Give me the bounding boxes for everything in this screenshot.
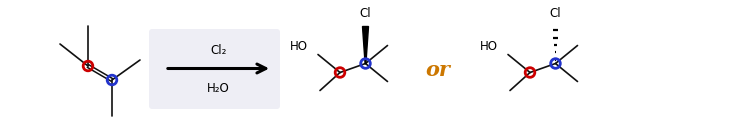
Polygon shape <box>362 26 368 63</box>
Text: HO: HO <box>480 40 498 53</box>
Text: Cl₂: Cl₂ <box>210 43 227 56</box>
Text: Cl: Cl <box>359 7 371 21</box>
Text: HO: HO <box>290 40 308 53</box>
FancyBboxPatch shape <box>149 29 280 109</box>
Text: Cl: Cl <box>550 7 561 21</box>
Text: or: or <box>425 60 450 80</box>
Text: H₂O: H₂O <box>207 83 230 95</box>
